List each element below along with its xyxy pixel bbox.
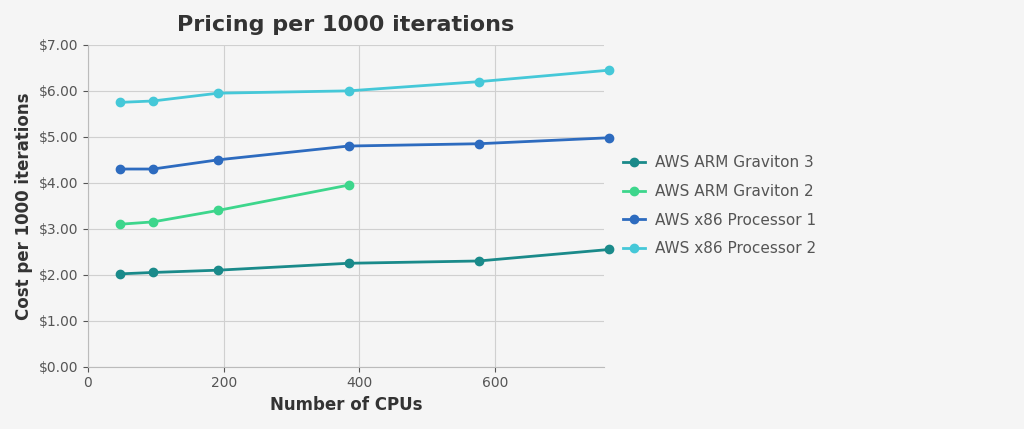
AWS ARM Graviton 2 — [212, 208, 224, 213]
Legend: AWS ARM Graviton 3, AWS ARM Graviton 2, AWS x86 Processor 1, AWS x86 Processor 2: AWS ARM Graviton 3, AWS ARM Graviton 2, … — [616, 149, 822, 263]
Title: Pricing per 1000 iterations: Pricing per 1000 iterations — [177, 15, 514, 35]
AWS x86 Processor 2 — [146, 98, 159, 103]
AWS ARM Graviton 3 — [473, 258, 485, 263]
AWS ARM Graviton 2 — [342, 183, 354, 188]
AWS x86 Processor 2 — [342, 88, 354, 94]
AWS x86 Processor 1 — [342, 143, 354, 148]
AWS ARM Graviton 3 — [146, 270, 159, 275]
AWS ARM Graviton 3 — [342, 261, 354, 266]
AWS x86 Processor 1 — [146, 166, 159, 172]
Line: AWS x86 Processor 2: AWS x86 Processor 2 — [117, 66, 613, 106]
AWS x86 Processor 1 — [473, 141, 485, 146]
Line: AWS ARM Graviton 2: AWS ARM Graviton 2 — [117, 181, 352, 228]
Line: AWS x86 Processor 1: AWS x86 Processor 1 — [117, 133, 613, 173]
AWS x86 Processor 2 — [603, 68, 615, 73]
AWS ARM Graviton 3 — [212, 268, 224, 273]
AWS x86 Processor 1 — [603, 135, 615, 140]
Line: AWS ARM Graviton 3: AWS ARM Graviton 3 — [117, 245, 613, 278]
AWS ARM Graviton 3 — [603, 247, 615, 252]
AWS x86 Processor 2 — [115, 100, 127, 105]
Y-axis label: Cost per 1000 iterations: Cost per 1000 iterations — [15, 92, 33, 320]
AWS ARM Graviton 2 — [146, 219, 159, 224]
AWS x86 Processor 1 — [212, 157, 224, 163]
AWS x86 Processor 2 — [473, 79, 485, 84]
X-axis label: Number of CPUs: Number of CPUs — [269, 396, 422, 414]
AWS ARM Graviton 3 — [115, 271, 127, 276]
AWS ARM Graviton 2 — [115, 222, 127, 227]
AWS x86 Processor 1 — [115, 166, 127, 172]
AWS x86 Processor 2 — [212, 91, 224, 96]
